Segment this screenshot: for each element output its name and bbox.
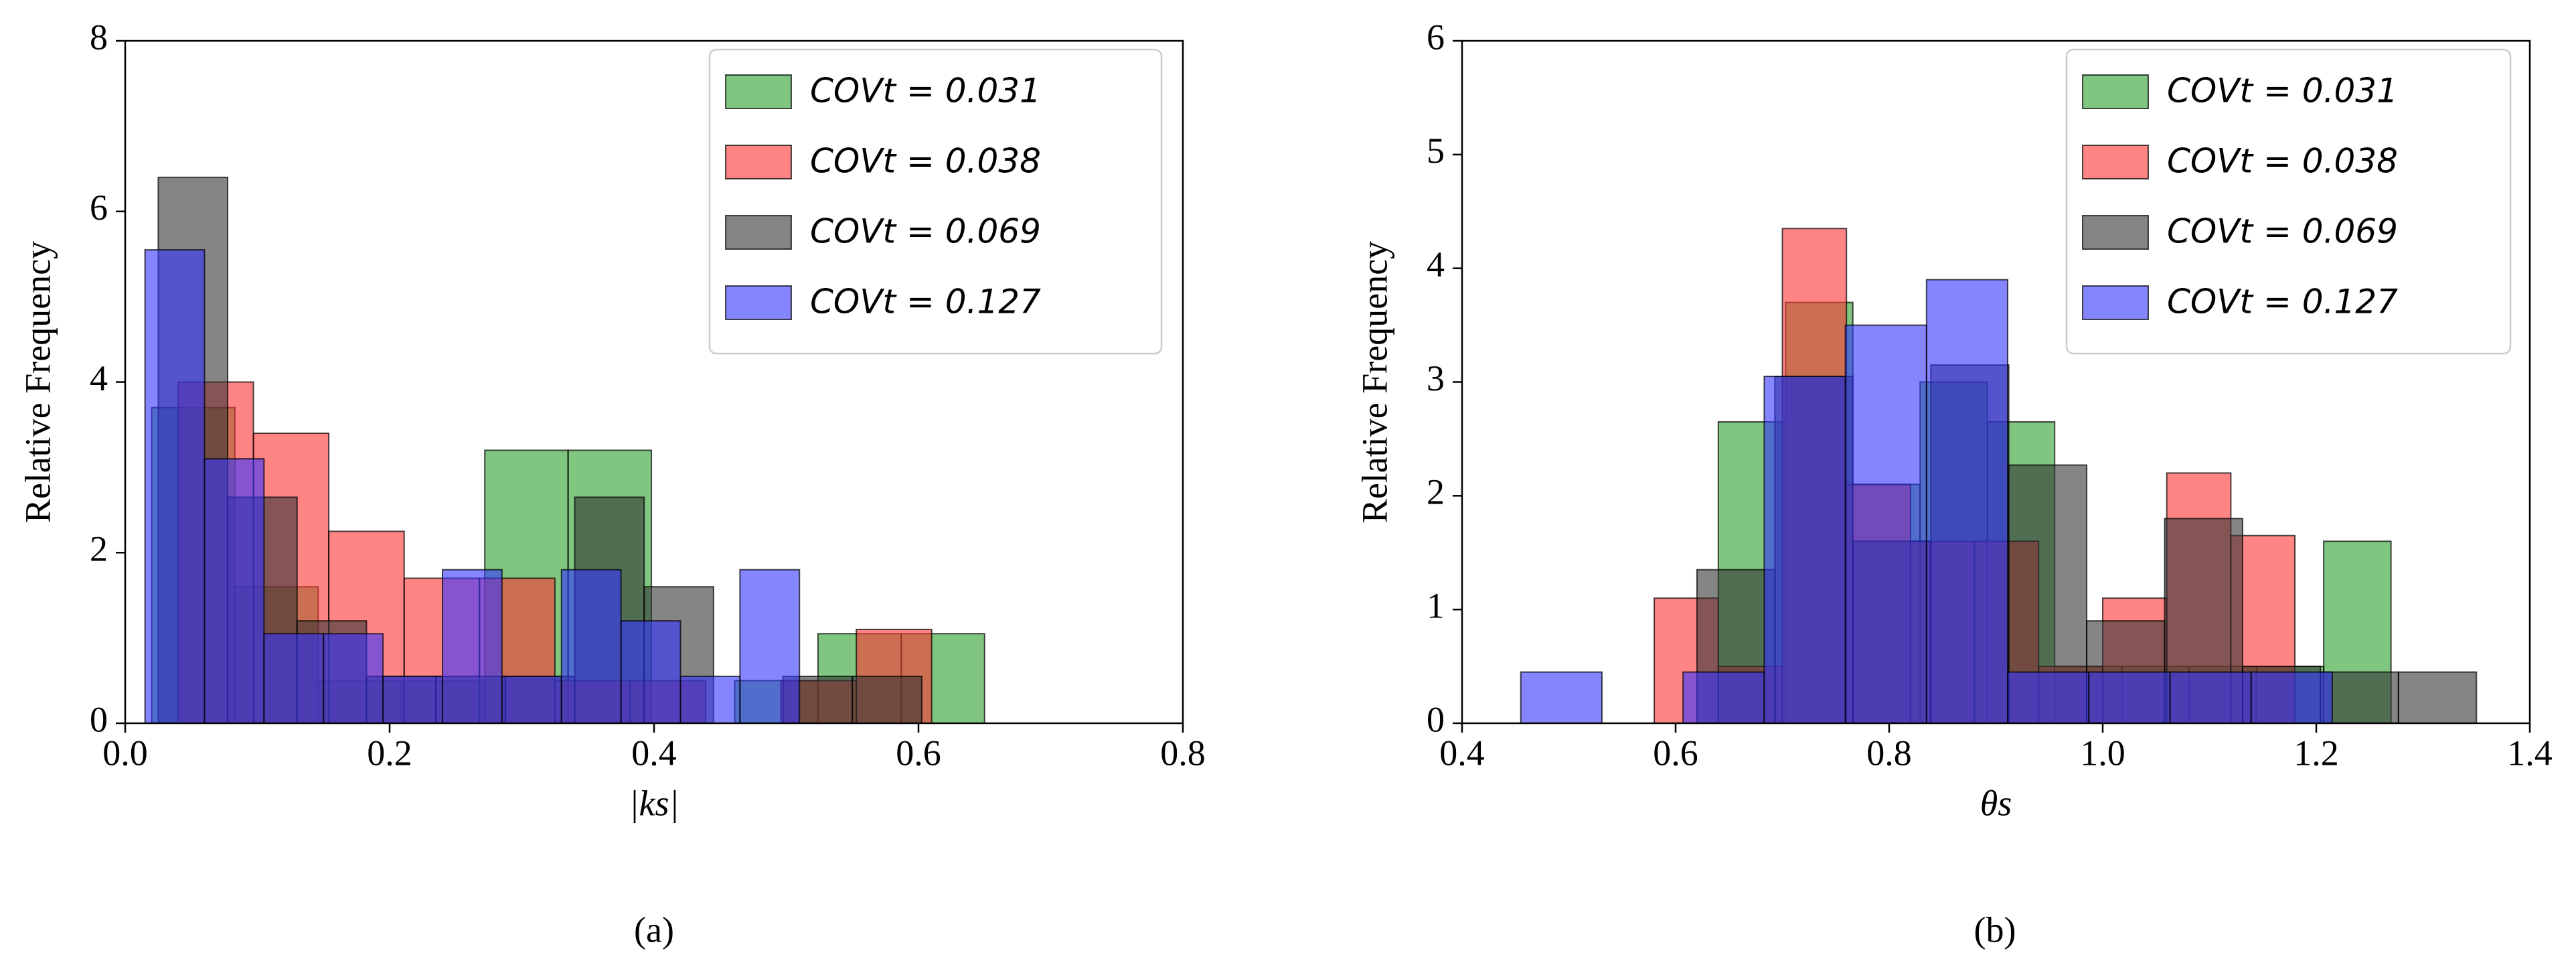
caption: (b) (1974, 909, 2016, 950)
x-tick-label: 1.2 (2293, 733, 2339, 773)
x-tick-label: 0.6 (1653, 733, 1698, 773)
legend-label: COVt = 0.127 (2167, 283, 2398, 321)
y-tick-label: 0 (1427, 699, 1445, 739)
histogram-bar (204, 458, 265, 724)
legend-swatch (2082, 74, 2149, 109)
x-tick-label: 0.4 (631, 733, 677, 773)
x-axis-label: |ks| (629, 783, 679, 823)
histogram-bar (501, 675, 562, 724)
legend-box (708, 48, 1163, 355)
y-axis-label: Relative Frequency (17, 241, 58, 523)
histogram-bar (1844, 324, 1927, 725)
x-tick-label: 1.0 (2080, 733, 2125, 773)
histogram-bar (852, 675, 922, 724)
legend-label: COVt = 0.031 (2167, 72, 2398, 110)
x-tick-label: 0.2 (367, 733, 412, 773)
histogram-bar (1520, 671, 1603, 725)
legend-label: COVt = 0.069 (810, 212, 1041, 251)
y-tick-label: 2 (90, 529, 108, 569)
histogram-bar (2397, 671, 2478, 725)
histogram-bar (442, 569, 503, 724)
y-tick-label: 8 (90, 17, 108, 57)
x-tick-label: 0.4 (1439, 733, 1485, 773)
legend-swatch (725, 74, 792, 109)
chart: 0.0 0.2 0.4 0.6 0.8 0 2 4 6 8 |ks| Relative Frequen… (17, 17, 1205, 950)
y-tick-label: 1 (1427, 586, 1445, 626)
legend-swatch (725, 215, 792, 250)
histogram-bar (620, 620, 681, 725)
y-tick-label: 4 (90, 358, 108, 398)
histogram-bar (2088, 671, 2171, 725)
histogram-bar (382, 675, 443, 724)
y-axis-label: Relative Frequency (1354, 241, 1394, 523)
y-tick-label: 6 (90, 188, 108, 228)
legend-label: COVt = 0.038 (810, 142, 1041, 181)
histogram-bar (2169, 671, 2252, 725)
histogram-bar (144, 249, 206, 725)
legend-box (2065, 48, 2512, 355)
histogram-bar (1925, 279, 2009, 724)
x-tick-label: 0.8 (1866, 733, 1912, 773)
y-tick-label: 0 (90, 699, 108, 739)
y-tick-label: 4 (1427, 244, 1445, 285)
legend-swatch (725, 285, 792, 320)
x-tick-label: 0.8 (1160, 733, 1206, 773)
histogram-bar (739, 569, 801, 724)
legend-label: COVt = 0.069 (2167, 212, 2398, 251)
histogram-bar (2250, 671, 2333, 725)
y-tick-label: 6 (1427, 17, 1445, 57)
legend-label: COVt = 0.038 (2167, 142, 2398, 181)
histogram-bar (2007, 671, 2090, 725)
y-tick-label: 2 (1427, 472, 1445, 512)
chart: 0.4 0.6 0.8 1.0 1.2 1.4 0 1 2 3 4 5 6 θs Relative Freq… (1354, 17, 2552, 950)
x-axis-label: θs (1980, 783, 2012, 823)
histogram-bar (263, 633, 325, 724)
legend-label: COVt = 0.127 (810, 283, 1041, 321)
legend-swatch (2082, 285, 2149, 320)
legend-swatch (2082, 145, 2149, 179)
x-tick-label: 0.6 (896, 733, 941, 773)
histogram-bar (1682, 671, 1765, 725)
y-tick-label: 5 (1427, 131, 1445, 171)
histogram-bar (1763, 376, 1846, 724)
histogram-bar (679, 675, 741, 724)
x-tick-label: 1.4 (2507, 733, 2553, 773)
caption: (a) (634, 909, 674, 950)
x-tick-label: 0.0 (102, 733, 148, 773)
legend-swatch (725, 145, 792, 179)
legend-swatch (2082, 215, 2149, 250)
legend-label: COVt = 0.031 (810, 72, 1041, 110)
histogram-bar (560, 569, 622, 724)
histogram-bar (323, 633, 384, 724)
y-tick-label: 3 (1427, 358, 1445, 398)
